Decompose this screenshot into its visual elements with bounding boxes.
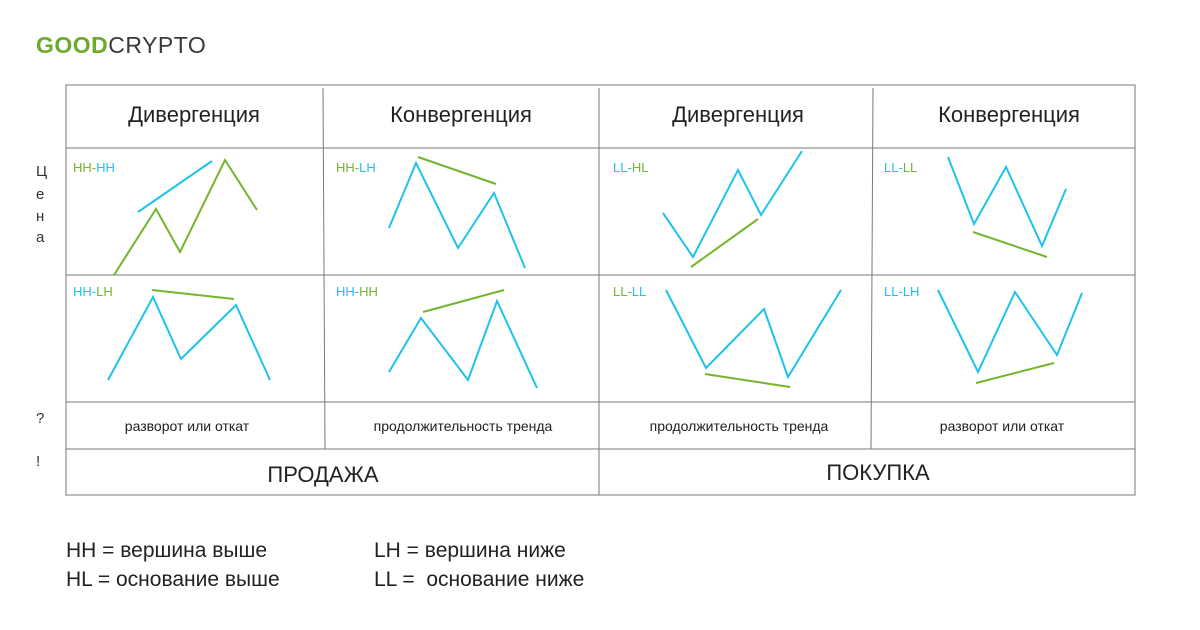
panel-1-price-line xyxy=(137,160,213,213)
panel-2-indicator-line xyxy=(388,160,526,269)
action-buy: ПОКУПКА xyxy=(826,460,930,485)
table-border xyxy=(65,84,1136,496)
panel-4-label-part-2: - xyxy=(898,160,902,175)
panel-5-indicator-line xyxy=(107,294,271,381)
panel-3-label-part-1: LL xyxy=(613,160,627,175)
header-convergence-sell: Конвергенция xyxy=(390,102,532,127)
logo-crypto: CRYPTO xyxy=(108,32,207,58)
panel-1-label-part-3: HH xyxy=(96,160,115,175)
panel-8-label-part-2: - xyxy=(898,284,902,299)
panel-4-price-line xyxy=(947,156,1067,249)
panel-1-indicator-line xyxy=(113,157,258,276)
panel-2-label-part-2: - xyxy=(355,160,359,175)
panel-6-label-part-2: - xyxy=(355,284,359,299)
panel-7-label-part-2: - xyxy=(627,284,631,299)
legend: HH = вершина выше LH = вершина ниже HL = … xyxy=(66,536,584,594)
panel-5-price-line xyxy=(151,289,235,300)
pattern-lines xyxy=(107,150,1083,389)
panel-2-label-part-3: LH xyxy=(359,160,376,175)
side-label-price-4: а xyxy=(36,229,45,246)
table-grid-lines xyxy=(65,84,1136,496)
panel-7-label: LL-LL xyxy=(613,284,646,299)
side-label-price-1: Ц xyxy=(36,163,48,180)
panel-8-price-line xyxy=(937,289,1083,375)
panel-3-price-line xyxy=(662,150,803,259)
panel-5-label: HH-LH xyxy=(73,284,113,299)
panel-2-price-line xyxy=(417,156,497,185)
panel-3-indicator-line xyxy=(690,218,759,268)
interpretation-2: продолжительность тренда xyxy=(374,418,553,434)
interpretation-4: разворот или откат xyxy=(940,418,1065,434)
logo-good: GOOD xyxy=(36,32,109,58)
panel-8-label-part-3: LH xyxy=(903,284,920,299)
legend-hh: HH = вершина выше xyxy=(66,539,268,562)
legend-hl: HL = основание выше xyxy=(66,568,280,591)
grid-vline-3 xyxy=(870,87,874,450)
panel-8-indicator-line xyxy=(975,362,1055,384)
side-mark-question: ? xyxy=(36,410,45,427)
panel-4-label-part-1: LL xyxy=(884,160,898,175)
panel-4-indicator-line xyxy=(972,231,1048,258)
header-convergence-buy: Конвергенция xyxy=(938,102,1080,127)
panel-4-label-part-3: LL xyxy=(903,160,917,175)
panel-2-label: HH-LH xyxy=(336,160,376,175)
panel-6-label: HH-HH xyxy=(336,284,378,299)
panel-3-label: LL-HL xyxy=(613,160,648,175)
panel-1-label-part-1: HH xyxy=(73,160,92,175)
panel-5-label-part-3: LH xyxy=(96,284,113,299)
legend-ll: LL = основание ниже xyxy=(374,568,585,591)
panel-7-label-part-1: LL xyxy=(613,284,627,299)
panel-6-indicator-line xyxy=(388,298,538,389)
panel-1-label: HH-HH xyxy=(73,160,115,175)
panel-8-label: LL-LH xyxy=(884,284,919,299)
panel-5-label-part-2: - xyxy=(92,284,96,299)
goodcrypto-logo: GOODCRYPTO xyxy=(36,32,206,59)
panel-8-label-part-1: LL xyxy=(884,284,898,299)
panel-7-price-line xyxy=(665,289,842,380)
panel-5-label-part-1: HH xyxy=(73,284,92,299)
interpretation-3: продолжительность тренда xyxy=(650,418,829,434)
interpretation-1: разворот или откат xyxy=(125,418,250,434)
legend-lh: LH = вершина ниже xyxy=(374,539,566,562)
side-mark-exclamation: ! xyxy=(36,453,41,470)
panel-3-label-part-3: HL xyxy=(632,160,649,175)
legend-row-2: HL = основание выше LL = основание ниже xyxy=(66,565,584,594)
header-divergence-buy: Дивергенция xyxy=(672,102,804,127)
side-label-price-3: н xyxy=(36,208,45,225)
panel-6-label-part-3: HH xyxy=(359,284,378,299)
legend-row-1: HH = вершина выше LH = вершина ниже xyxy=(66,536,584,565)
action-sell: ПРОДАЖА xyxy=(267,462,379,487)
panel-2-label-part-1: HH xyxy=(336,160,355,175)
grid-vline-1 xyxy=(322,87,326,450)
panel-3-label-part-2: - xyxy=(627,160,631,175)
panel-6-price-line xyxy=(422,289,505,313)
panel-7-indicator-line xyxy=(704,373,791,388)
side-label-price-2: е xyxy=(36,186,45,203)
panel-1-label-part-2: - xyxy=(92,160,96,175)
header-divergence-sell: Дивергенция xyxy=(128,102,260,127)
panel-4-label: LL-LL xyxy=(884,160,917,175)
panel-7-label-part-3: LL xyxy=(632,284,646,299)
panel-6-label-part-1: HH xyxy=(336,284,355,299)
